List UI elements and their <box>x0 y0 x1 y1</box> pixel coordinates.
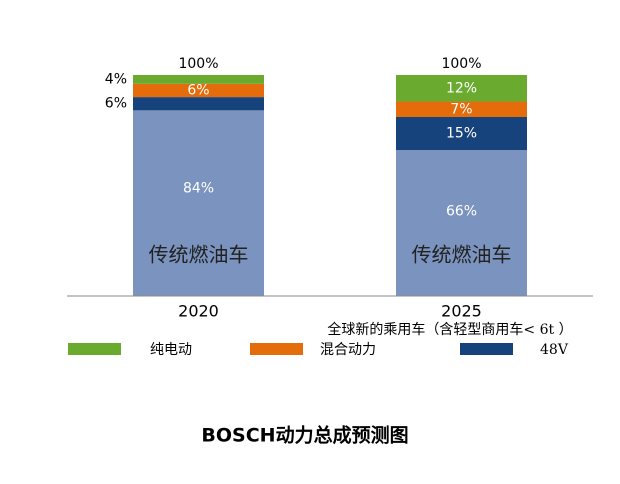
value-label: 4% <box>105 71 127 87</box>
legend-swatch <box>68 343 121 355</box>
value-label: 12% <box>446 80 477 96</box>
legend-label: 纯电动 <box>150 342 192 358</box>
bar-segment <box>133 75 264 84</box>
value-label: 7% <box>450 101 472 117</box>
bar-segment <box>133 97 264 111</box>
value-label: 15% <box>446 126 477 142</box>
legend-swatch <box>250 343 303 355</box>
value-label: 6% <box>105 96 127 112</box>
bar-segment <box>396 101 527 117</box>
total-label: 100% <box>178 56 218 72</box>
value-label: 6% <box>187 82 209 98</box>
legend-swatch <box>460 343 513 355</box>
bar-segment <box>133 83 264 98</box>
bar-segment <box>133 110 264 296</box>
bar-segment <box>396 75 527 102</box>
chart-subtitle: 全球新的乘用车（含轻型商用车< 6t ） <box>327 321 572 338</box>
legend-label: 混合动力 <box>320 342 376 358</box>
total-label: 100% <box>441 56 481 72</box>
bar-segment <box>396 116 527 151</box>
segment-name: 传统燃油车 <box>149 243 249 267</box>
chart-title: BOSCH动力总成预测图 <box>201 424 408 447</box>
bar-segment <box>396 150 527 296</box>
x-tick-label: 2025 <box>441 302 482 321</box>
x-tick-label: 2020 <box>178 302 219 321</box>
value-label: 84% <box>183 180 214 196</box>
value-label: 66% <box>446 203 477 219</box>
segment-name: 传统燃油车 <box>412 243 512 267</box>
legend-label: 48V <box>540 342 569 358</box>
